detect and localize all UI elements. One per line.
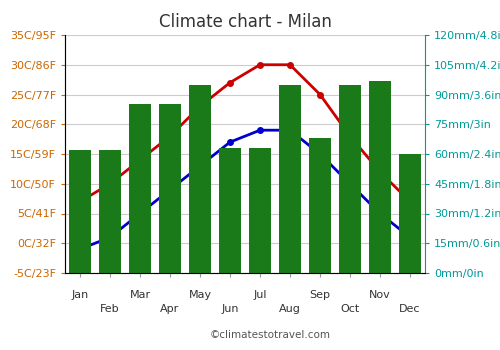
Text: May: May bbox=[188, 290, 212, 300]
Bar bbox=[129, 104, 151, 273]
Text: Jul: Jul bbox=[254, 290, 267, 300]
Text: ©climatestotravel.com: ©climatestotravel.com bbox=[210, 329, 331, 340]
Text: Mar: Mar bbox=[130, 290, 150, 300]
Bar bbox=[159, 104, 181, 273]
Bar bbox=[69, 150, 91, 273]
Bar bbox=[249, 148, 271, 273]
Text: Oct: Oct bbox=[340, 303, 359, 314]
Text: Aug: Aug bbox=[279, 303, 301, 314]
Text: Sep: Sep bbox=[310, 290, 330, 300]
Bar bbox=[399, 154, 421, 273]
Bar bbox=[219, 148, 241, 273]
Bar bbox=[279, 85, 301, 273]
Bar bbox=[339, 85, 361, 273]
Text: Nov: Nov bbox=[369, 290, 391, 300]
Bar bbox=[99, 150, 121, 273]
Title: Climate chart - Milan: Climate chart - Milan bbox=[158, 13, 332, 31]
Text: Feb: Feb bbox=[100, 303, 120, 314]
Bar bbox=[189, 85, 211, 273]
Text: Apr: Apr bbox=[160, 303, 180, 314]
Text: Jun: Jun bbox=[221, 303, 239, 314]
Text: Jan: Jan bbox=[72, 290, 88, 300]
Text: Dec: Dec bbox=[399, 303, 421, 314]
Bar bbox=[309, 138, 331, 273]
Bar bbox=[369, 80, 391, 273]
